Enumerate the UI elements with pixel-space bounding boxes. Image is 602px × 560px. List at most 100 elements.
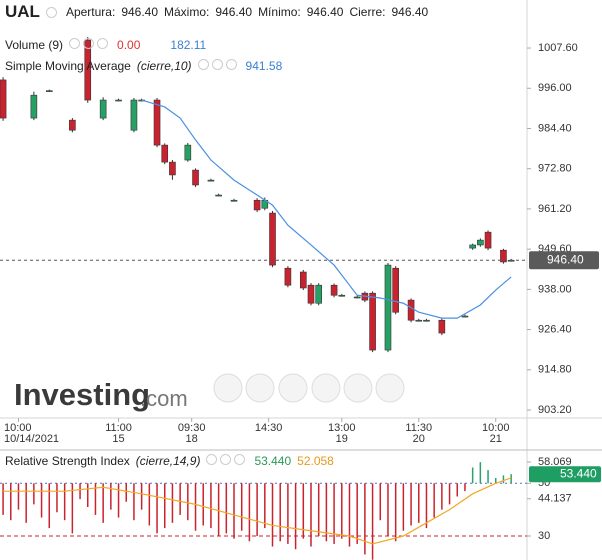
legend-name: Volume (9) [5,38,64,52]
rsi-bar [410,483,412,526]
rsi-bar [341,483,343,539]
rsi-bar [425,483,428,529]
candle-body [253,199,261,211]
candle-body [230,199,238,202]
legend-name: Relative Strength Index [5,454,130,468]
nav-button[interactable] [343,373,373,403]
candle-body [423,319,430,322]
rsi-bar [148,483,151,526]
rsi-bar [325,483,328,542]
rsi-bar [71,483,74,534]
x-tick-label: 10:00 [4,422,32,434]
icon[interactable] [234,454,246,465]
candle-body [315,284,322,304]
legend-value: 941.58 [245,59,283,73]
candles [0,36,515,353]
rsi-bar [418,483,420,523]
rsi-bar [287,483,289,544]
rsi-bar [125,483,127,502]
nav-button[interactable] [245,373,275,403]
rsi-bar [433,483,435,518]
x-tick-date: 19 [336,433,348,445]
icon[interactable] [83,38,95,49]
rsi-bar [10,483,12,521]
nav-button[interactable] [375,373,405,403]
y-tick-label: 972.80 [538,163,572,175]
y-tick-label: 903.20 [538,404,572,416]
y-tick-label: 58.069 [538,456,572,468]
icon[interactable] [211,59,223,70]
last-value-box [529,466,601,483]
field-label: Apertura: [65,5,116,19]
rsi-bar [87,483,89,508]
icon[interactable] [97,38,109,49]
nav-button[interactable] [311,373,341,403]
rsi-bar [117,483,120,518]
candle-body [69,119,76,131]
candle-body [353,296,361,299]
rsi-bar [110,483,112,510]
x-tick-label: 11:30 [405,422,432,434]
candle-body [484,231,492,249]
icon[interactable] [45,6,57,18]
candle-body [407,299,415,321]
header: UAL Apertura: 946.40 Máximo: 946.40 Mínimo… [5,0,428,24]
rsi-bar [387,483,389,537]
x-tick-label: 10:00 [482,422,510,434]
rsi-bar [471,467,474,484]
rsi-bar [494,477,497,484]
candle-body [330,284,338,296]
icon[interactable] [225,59,237,70]
rsi-bar [140,483,143,510]
x-tick-date: 10/14/2021 [4,433,59,445]
volume-legend: Volume (9) 0.00 182.11 [5,37,206,53]
legend-value: 182.11 [170,38,207,52]
rsi-legend: Relative Strength Index (cierre,14,9) 53… [5,453,334,469]
rsi-bar [510,474,512,484]
icons [197,59,240,73]
nav-button[interactable] [213,373,243,403]
rsi-bar [456,483,459,497]
legend-params: (cierre,10) [136,59,192,73]
candle-body [207,179,215,182]
rsi-bar [333,483,335,544]
rsi-bar [25,483,27,523]
rsi-bar [79,483,81,500]
nav-button[interactable] [278,373,308,403]
icon[interactable] [197,59,209,70]
sma-line [141,99,512,319]
rsi-bar [33,483,35,505]
rsi-bar [17,483,20,510]
rsi-bar [464,483,466,492]
icon[interactable] [69,38,81,49]
icon[interactable] [220,454,232,465]
candle-body [215,194,222,197]
candle-body [130,99,138,131]
legend-value: 0.00 [117,38,141,52]
rsi-bar [364,483,366,555]
field-label: Cierre: [349,5,386,19]
x-tick-date: 20 [413,433,425,445]
last-price-label: 946.40 [547,252,584,266]
field-value: 946.40 [121,5,159,19]
y-tick-label: 961.20 [538,203,572,215]
rsi-bar [448,483,451,505]
rsi-bar [256,483,258,537]
nav-buttons [213,373,405,403]
rsi-bar [264,483,266,529]
rsi-bar [48,483,51,529]
candle-body [438,319,446,334]
icons [69,38,111,52]
x-tick-label: 13:00 [328,422,356,434]
candle-body [477,239,484,246]
icon[interactable] [206,454,218,465]
candle-body [192,169,199,186]
field-label: Máximo: [164,5,210,19]
y-tick-label: 984.40 [538,122,572,134]
candle-body [338,294,346,297]
x-tick-date: 15 [112,433,124,445]
rsi-bar [379,483,382,521]
candle-body [299,271,307,289]
candle-body [469,244,476,249]
